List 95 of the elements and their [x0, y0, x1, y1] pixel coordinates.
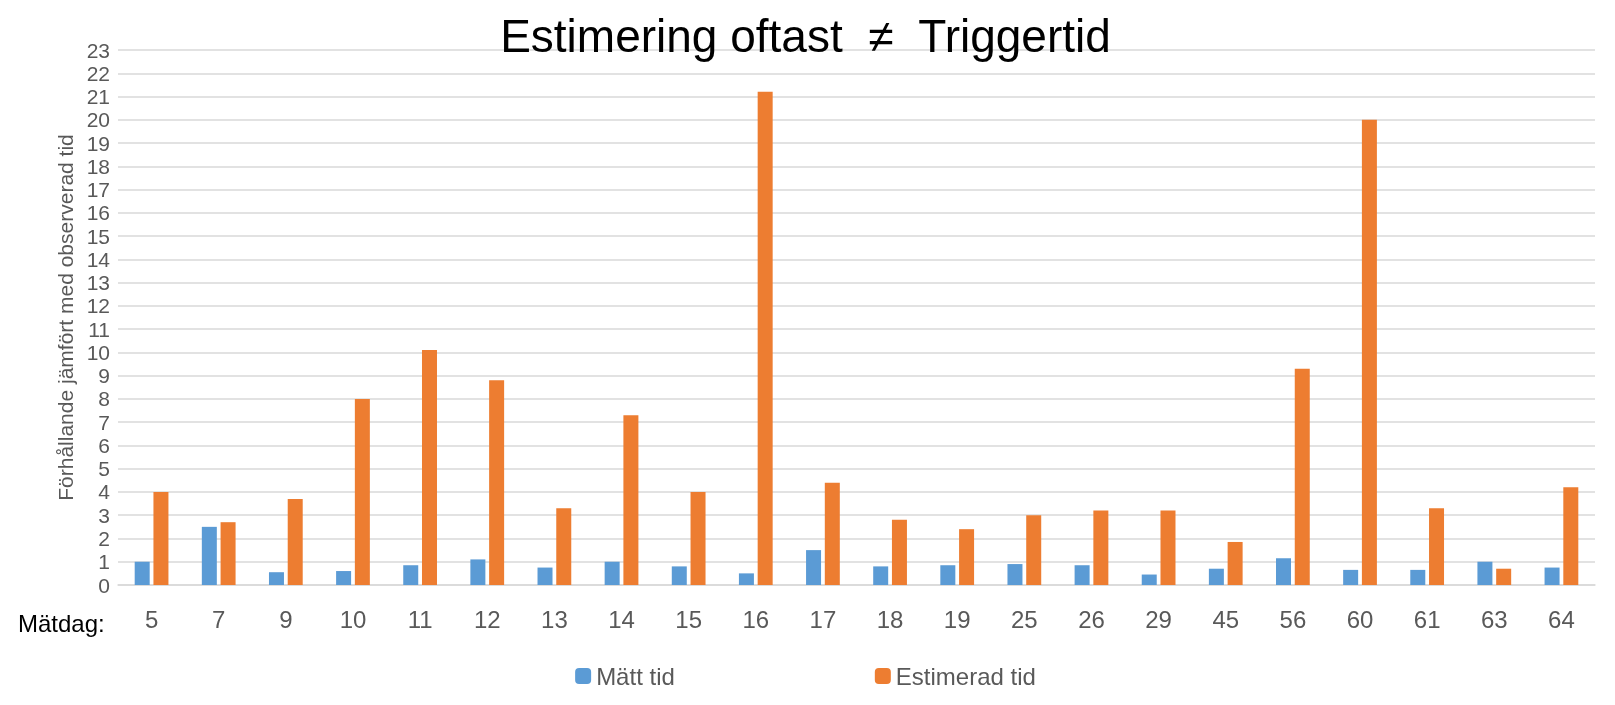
x-tick-label: 56	[1279, 605, 1307, 633]
y-axis-title: Förhållande jämfört med observerad tid	[53, 134, 77, 501]
y-tick-label: 13	[86, 271, 110, 295]
x-tick-label: 63	[1480, 605, 1508, 633]
bar	[806, 550, 822, 585]
bar	[1496, 568, 1512, 585]
y-tick-label: 7	[98, 410, 110, 434]
y-tick-label: 2	[98, 526, 110, 550]
y-tick-label: 16	[86, 201, 110, 225]
x-axis-title: Mätdag:	[18, 609, 105, 637]
bar	[153, 491, 169, 585]
bar	[891, 519, 907, 585]
x-tick-label: 5	[144, 605, 159, 633]
x-tick-label: 64	[1548, 605, 1575, 633]
x-tick-label: 14	[608, 605, 635, 633]
bar	[1544, 567, 1560, 585]
x-tick-label: 12	[473, 605, 501, 633]
bar	[824, 482, 840, 585]
y-tick-label: 5	[98, 457, 110, 481]
y-tick-label: 9	[98, 364, 110, 388]
bar	[604, 561, 620, 585]
x-tick-label: 45	[1212, 605, 1240, 633]
x-tick-label: 17	[809, 605, 837, 633]
y-tick-label: 17	[86, 178, 110, 202]
bar	[671, 566, 687, 585]
legend-label: Mätt tid	[596, 662, 675, 690]
bar	[1410, 569, 1426, 585]
x-tick-label: 7	[212, 605, 226, 633]
bar	[1361, 119, 1377, 585]
y-tick-label: 23	[86, 38, 110, 62]
x-tick-label: 26	[1078, 605, 1105, 633]
bar	[287, 498, 303, 585]
bar	[489, 380, 505, 585]
x-tick-label: 15	[675, 605, 703, 633]
y-tick-label: 10	[86, 340, 110, 364]
x-tick-label: 25	[1010, 605, 1038, 633]
y-tick-label: 4	[98, 480, 111, 504]
y-tick-label: 8	[98, 387, 110, 411]
y-tick-label: 18	[86, 154, 110, 178]
y-tick-label: 20	[86, 108, 110, 132]
y-tick-label: 14	[86, 247, 111, 271]
y-tick-label: 0	[98, 573, 110, 597]
y-tick-label: 1	[98, 550, 110, 574]
bar	[690, 491, 706, 585]
bar	[354, 398, 370, 585]
bar	[1074, 565, 1090, 585]
bar	[873, 566, 889, 585]
x-tick-label: 18	[876, 605, 904, 633]
bar	[1141, 574, 1157, 585]
bar	[1160, 510, 1176, 585]
bar	[537, 567, 553, 585]
legend-label: Estimerad tid	[895, 662, 1036, 690]
chart-title: Estimering oftast ≠ Triggertid	[500, 10, 1111, 62]
x-tick-label: 60	[1346, 605, 1374, 633]
bar	[1276, 558, 1292, 585]
bar	[1208, 568, 1224, 585]
bar	[623, 415, 639, 585]
bar	[1026, 515, 1042, 585]
bar	[1477, 561, 1493, 585]
x-tick-label: 11	[407, 605, 433, 633]
x-tick-label: 19	[943, 605, 971, 633]
x-tick-label: 13	[541, 605, 568, 633]
bar	[738, 573, 754, 585]
x-tick-label: 61	[1413, 605, 1441, 633]
bar	[1093, 510, 1109, 585]
bar	[421, 350, 437, 585]
bar	[556, 508, 572, 585]
bar	[336, 571, 352, 585]
bar	[757, 91, 773, 585]
bar	[134, 561, 150, 585]
bar	[940, 565, 956, 585]
bar	[268, 572, 284, 585]
y-tick-label: 22	[86, 61, 110, 85]
bar	[1429, 508, 1445, 585]
y-tick-label: 21	[86, 85, 110, 109]
y-tick-label: 11	[88, 317, 110, 341]
y-tick-label: 6	[98, 433, 110, 457]
bar	[201, 526, 217, 585]
bar	[1294, 368, 1310, 585]
x-tick-label: 29	[1145, 605, 1172, 633]
bar	[470, 559, 486, 585]
bar	[1007, 564, 1023, 585]
bar	[1227, 541, 1243, 585]
y-tick-label: 19	[86, 131, 110, 155]
x-tick-label: 9	[279, 605, 293, 633]
x-tick-label: 16	[742, 605, 770, 633]
y-tick-label: 3	[98, 503, 110, 527]
y-tick-label: 15	[86, 224, 110, 248]
bar	[1563, 487, 1579, 585]
y-tick-label: 12	[86, 294, 110, 318]
bar	[403, 565, 419, 585]
x-tick-label: 10	[339, 605, 367, 633]
bar	[959, 529, 975, 585]
bar	[220, 522, 236, 585]
bar	[1343, 569, 1359, 585]
